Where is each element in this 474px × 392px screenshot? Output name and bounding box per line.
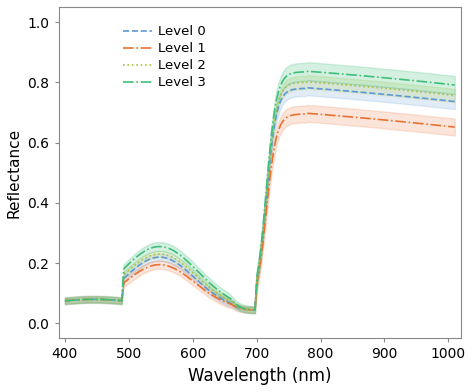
Line: Level 2: Level 2 <box>65 82 455 310</box>
Level 1 <box>62 298 68 303</box>
Level 2 <box>305 80 310 84</box>
Level 2 <box>436 91 442 96</box>
Line: Level 1: Level 1 <box>65 113 455 310</box>
Level 0 <box>62 298 68 303</box>
Level 0 <box>78 297 83 302</box>
Level 3 <box>252 307 258 312</box>
Level 1 <box>436 123 442 128</box>
Level 0 <box>452 99 457 104</box>
Level 3 <box>135 254 140 259</box>
Y-axis label: Reflectance: Reflectance <box>7 128 22 218</box>
Level 2 <box>62 298 68 303</box>
Level 0 <box>422 96 428 101</box>
Level 1 <box>252 307 258 312</box>
Level 1 <box>135 270 140 275</box>
Level 1 <box>166 264 172 269</box>
Level 0 <box>305 85 310 90</box>
Level 3 <box>305 69 310 74</box>
Level 2 <box>166 254 172 258</box>
Legend: Level 0, Level 1, Level 2, Level 3: Level 0, Level 1, Level 2, Level 3 <box>118 20 211 94</box>
Level 2 <box>422 90 428 95</box>
Level 1 <box>86 297 91 302</box>
Level 1 <box>305 111 310 116</box>
Level 3 <box>422 80 428 84</box>
Level 1 <box>452 125 457 129</box>
Level 2 <box>78 297 83 302</box>
Level 3 <box>452 83 457 87</box>
Level 0 <box>135 264 140 269</box>
Line: Level 0: Level 0 <box>65 88 455 310</box>
Level 0 <box>436 98 442 102</box>
Level 3 <box>62 298 68 303</box>
Level 3 <box>78 297 83 302</box>
Level 2 <box>452 93 457 98</box>
Level 2 <box>135 261 140 265</box>
Level 1 <box>422 122 428 126</box>
Level 0 <box>86 297 91 302</box>
Level 2 <box>86 297 91 302</box>
Line: Level 3: Level 3 <box>65 71 455 310</box>
Level 3 <box>86 297 91 302</box>
Level 0 <box>166 256 172 261</box>
X-axis label: Wavelength (nm): Wavelength (nm) <box>188 367 332 385</box>
Level 0 <box>252 307 258 312</box>
Level 1 <box>78 297 83 302</box>
Level 3 <box>436 81 442 85</box>
Level 2 <box>252 307 258 312</box>
Level 3 <box>166 246 172 251</box>
